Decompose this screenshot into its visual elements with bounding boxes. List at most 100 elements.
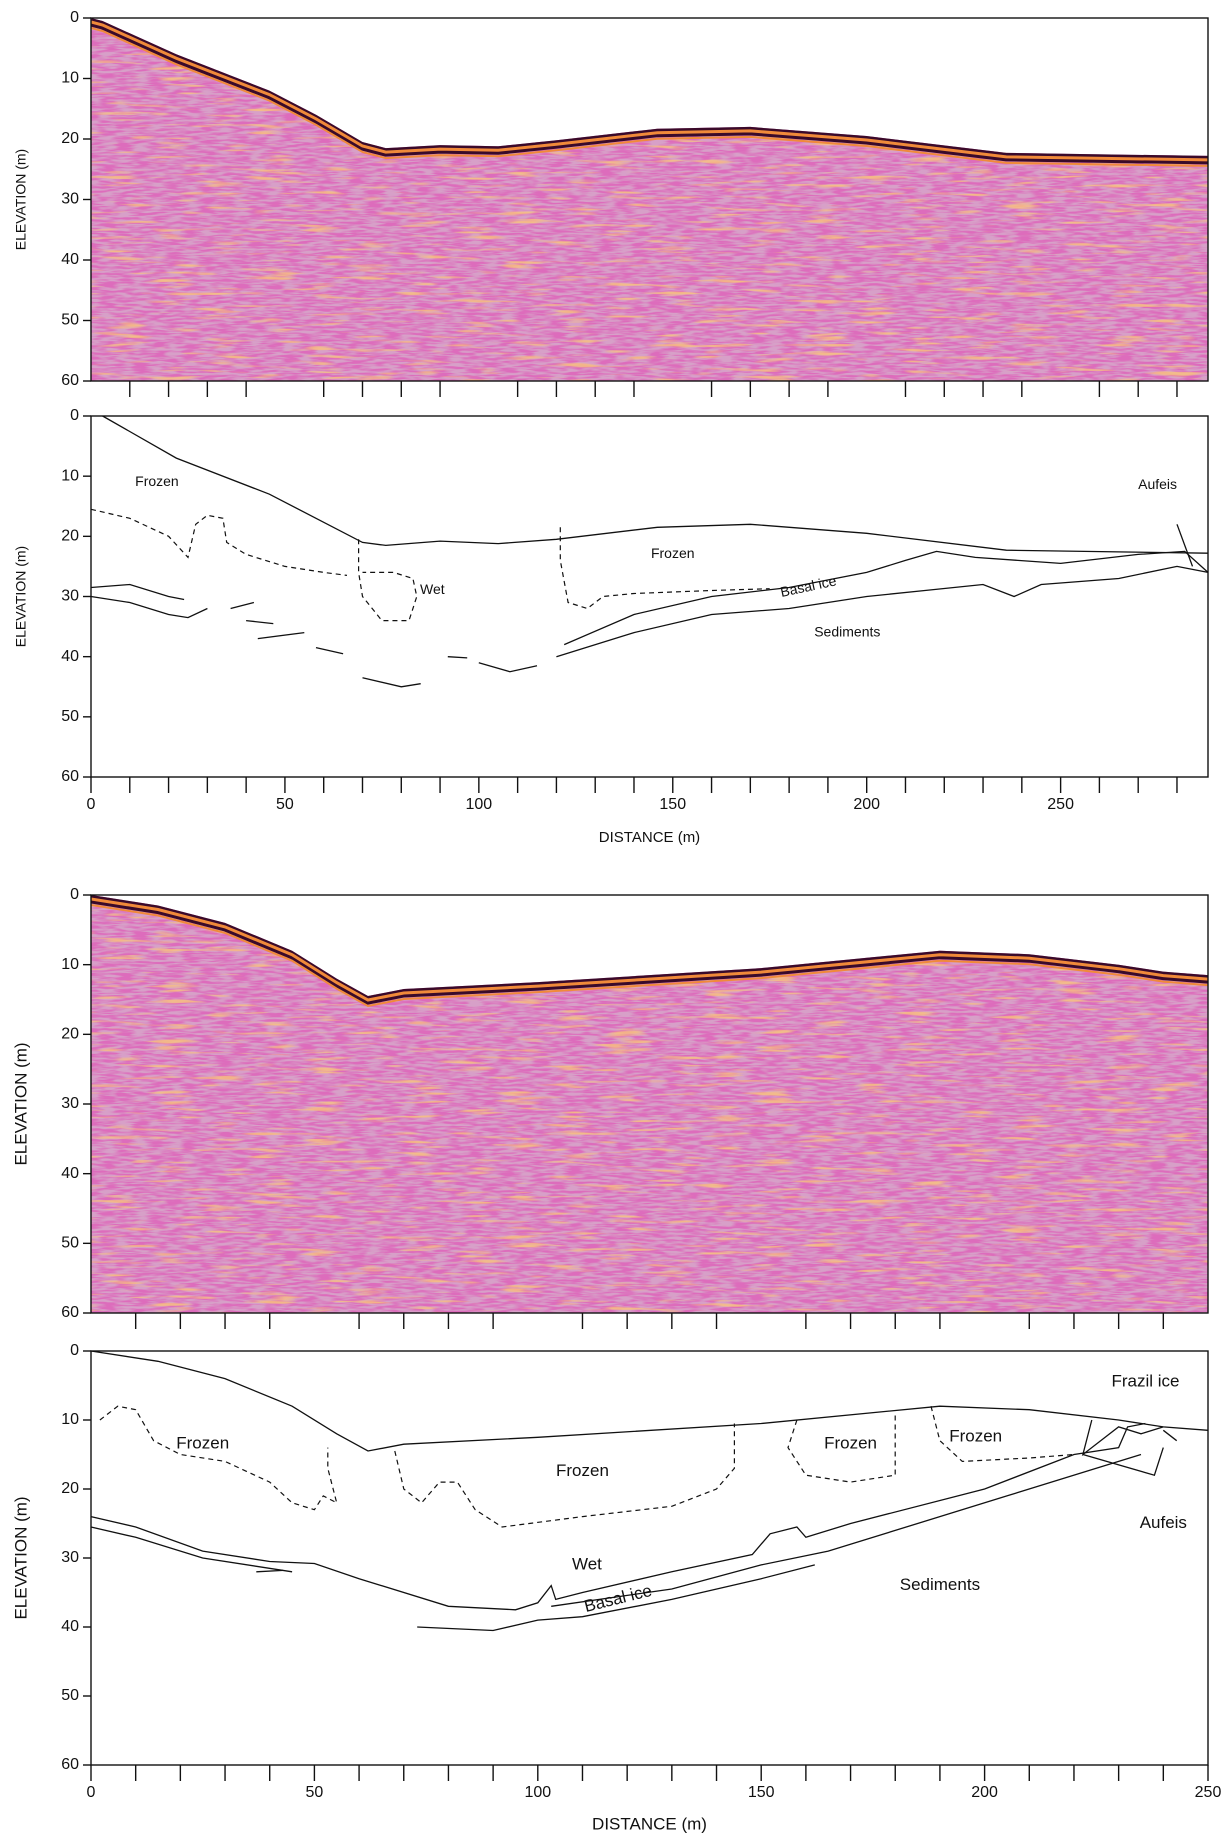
boundary — [1176, 524, 1194, 567]
surface-reflector — [91, 897, 1208, 1002]
plot-frame — [90, 415, 1209, 778]
radargram — [91, 895, 1208, 1313]
y-tick-label: 20 — [61, 1026, 79, 1043]
radargram — [91, 18, 1208, 381]
y-tick-label: 30 — [61, 191, 79, 208]
annotation: Frozen — [135, 473, 179, 489]
annotation: Wet — [572, 1554, 602, 1573]
x-tick-label: 0 — [87, 1784, 96, 1801]
annotation: Frozen — [824, 1434, 877, 1453]
boundary-dashed — [90, 508, 348, 576]
y-tick-label: 10 — [61, 467, 79, 484]
y-tick-label: 20 — [61, 1480, 79, 1497]
boundary — [362, 677, 421, 688]
plot-frame — [90, 1350, 1209, 1766]
y-tick-label: 30 — [61, 588, 79, 605]
y-tick-label: 40 — [61, 1165, 79, 1182]
boundary — [256, 1569, 284, 1573]
annotation: Sediments — [814, 623, 880, 639]
x-tick-label: 100 — [524, 1784, 551, 1801]
boundary — [1081, 1419, 1164, 1457]
y-tick-label: 20 — [61, 528, 79, 545]
boundary-dashed — [930, 1406, 1075, 1463]
x-tick-label: 150 — [659, 796, 686, 813]
boundary-dashed — [787, 1413, 896, 1483]
annotation: Frozen — [651, 545, 695, 561]
y-tick-label: 10 — [61, 1411, 79, 1428]
annotation: Frazil ice — [1111, 1372, 1179, 1391]
boundary-dashed — [559, 527, 770, 610]
boundary — [257, 631, 305, 640]
boundary — [90, 583, 185, 601]
boundary — [90, 1422, 1146, 1611]
y-tick-label: 40 — [61, 1618, 79, 1635]
radar-streaks — [91, 18, 1208, 381]
x-axis-label: DISTANCE (m) — [599, 829, 700, 846]
x-axis-label: DISTANCE (m) — [592, 1814, 707, 1833]
boundary — [1162, 1429, 1178, 1442]
y-tick-label: 50 — [61, 708, 79, 725]
annotation: Basal ice — [779, 572, 838, 600]
boundary — [563, 550, 1209, 646]
boundary — [556, 565, 1209, 658]
surface-reflector — [91, 27, 1208, 167]
boundary — [246, 619, 274, 625]
boundary — [551, 1453, 1142, 1607]
y-tick-label: 0 — [70, 407, 79, 424]
y-axis-label: ELEVATION (m) — [11, 1496, 30, 1619]
boundary — [90, 1350, 1209, 1452]
surface-reflector — [91, 904, 1208, 1008]
boundary-dashed — [358, 539, 418, 622]
y-tick-label: 30 — [61, 1095, 79, 1112]
boundary — [90, 1526, 293, 1573]
y-tick-label: 0 — [70, 9, 79, 26]
boundary-dashed — [99, 1405, 338, 1511]
y-tick-label: 0 — [70, 886, 79, 903]
x-tick-label: 200 — [971, 1784, 998, 1801]
x-tick-label: 250 — [1047, 796, 1074, 813]
boundary — [315, 646, 344, 655]
boundary — [417, 1564, 815, 1632]
boundary — [447, 656, 468, 659]
x-tick-label: 0 — [87, 796, 96, 813]
y-tick-label: 10 — [61, 70, 79, 87]
boundary — [230, 601, 255, 610]
annotation: Sediments — [900, 1575, 980, 1594]
x-tick-label: 250 — [1195, 1784, 1222, 1801]
x-tick-label: 200 — [853, 796, 880, 813]
y-tick-label: 40 — [61, 251, 79, 268]
y-tick-label: 20 — [61, 130, 79, 147]
annotation: Aufeis — [1140, 1513, 1187, 1532]
annotation: Aufeis — [1138, 476, 1177, 492]
boundary — [478, 662, 538, 673]
y-axis-label: ELEVATION (m) — [11, 1042, 30, 1165]
annotation: Frozen — [949, 1427, 1002, 1446]
y-tick-label: 40 — [61, 648, 79, 665]
x-tick-label: 100 — [465, 796, 492, 813]
annotation: Wet — [420, 581, 445, 597]
x-tick-label: 50 — [276, 796, 294, 813]
boundary — [1082, 1447, 1164, 1476]
annotation: Basal ice — [582, 1581, 654, 1616]
y-axis-label: ELEVATION (m) — [13, 546, 29, 647]
x-tick-label: 50 — [306, 1784, 324, 1801]
y-tick-label: 60 — [61, 372, 79, 389]
y-axis-label: ELEVATION (m) — [13, 149, 29, 250]
boundary — [90, 595, 208, 619]
boundary-dashed — [394, 1423, 736, 1528]
y-tick-label: 50 — [61, 1687, 79, 1704]
y-tick-label: 50 — [61, 312, 79, 329]
y-tick-label: 0 — [70, 1342, 79, 1359]
annotation: Frozen — [176, 1434, 229, 1453]
x-tick-label: 150 — [748, 1784, 775, 1801]
y-tick-label: 60 — [61, 768, 79, 785]
y-tick-label: 60 — [61, 1304, 79, 1321]
boundary — [102, 415, 1209, 554]
y-tick-label: 10 — [61, 956, 79, 973]
y-tick-label: 30 — [61, 1549, 79, 1566]
surface-reflector — [91, 20, 1208, 162]
annotation: Frozen — [556, 1461, 609, 1480]
y-tick-label: 60 — [61, 1756, 79, 1773]
y-tick-label: 50 — [61, 1235, 79, 1252]
